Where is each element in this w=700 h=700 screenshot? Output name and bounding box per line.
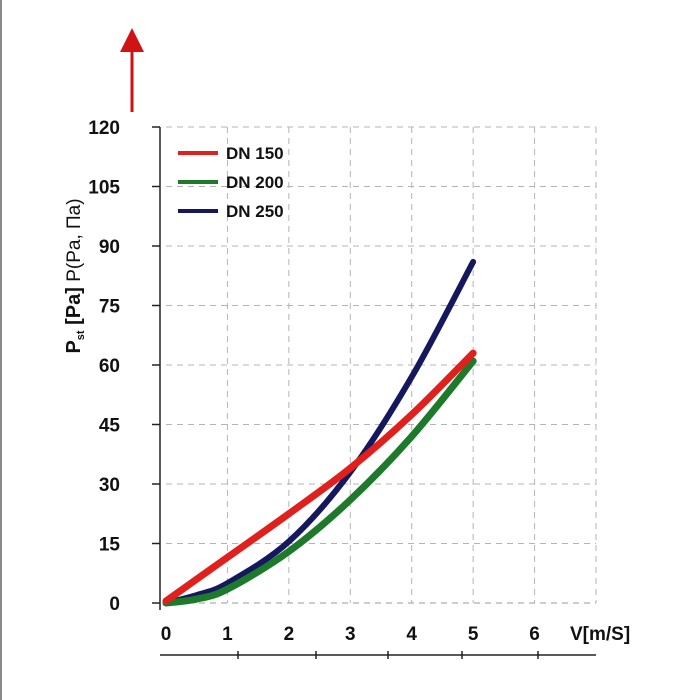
x-tick-label: 2 [284,624,295,645]
y-axis-arrow [120,28,144,112]
x-tick-label: 3 [345,624,356,645]
series-line-dn200 [162,357,477,607]
y-tick-labels: 0 15 30 45 60 75 90 105 120 [88,118,120,615]
y-tick-label: 90 [99,237,120,258]
x-tick-label: 5 [468,624,479,645]
legend-label-dn200: DN 200 [226,173,284,192]
grid [166,126,597,603]
svg-text:Pst [Pa] P(Pa, Па): Pst [Pa] P(Pa, Па) [63,198,87,353]
y-tick-label: 45 [99,416,121,437]
bottom-scale-bar [160,651,596,659]
x-axis-label: V[m/S] [570,624,630,645]
legend-label-dn150: DN 150 [226,144,284,163]
y-tick-label: 30 [99,475,120,496]
x-tick-label: 4 [406,624,417,645]
arrow-head-icon [120,28,144,52]
series-lines [162,258,477,607]
y-tick-label: 60 [99,356,120,377]
axes [152,126,596,610]
legend-label-dn250: DN 250 [226,202,284,221]
y-tick-label: 75 [99,297,121,318]
series-line-dn250 [163,258,477,606]
x-tick-label: 1 [222,624,233,645]
y-tick-label: 120 [88,118,120,139]
y-axis-label-unit: [Pa] [63,287,85,330]
y-axis-label-symbol: P [63,340,85,353]
series-line-dn150 [162,349,477,605]
y-axis-label-alt: P(Pa, Па) [64,198,85,287]
legend: DN 150 DN 200 DN 250 [178,144,284,221]
x-tick-label: 0 [161,624,172,645]
x-tick-label: 6 [529,624,540,645]
left-border-line [0,0,2,700]
y-axis-label-subscript: st [75,330,87,340]
y-axis-label: Pst [Pa] P(Pa, Па) [63,198,87,353]
y-tick-label: 15 [99,535,121,556]
y-tick-label: 0 [109,594,120,615]
x-tick-labels: 0 1 2 3 4 5 6 [161,624,540,645]
y-tick-label: 105 [88,178,120,199]
